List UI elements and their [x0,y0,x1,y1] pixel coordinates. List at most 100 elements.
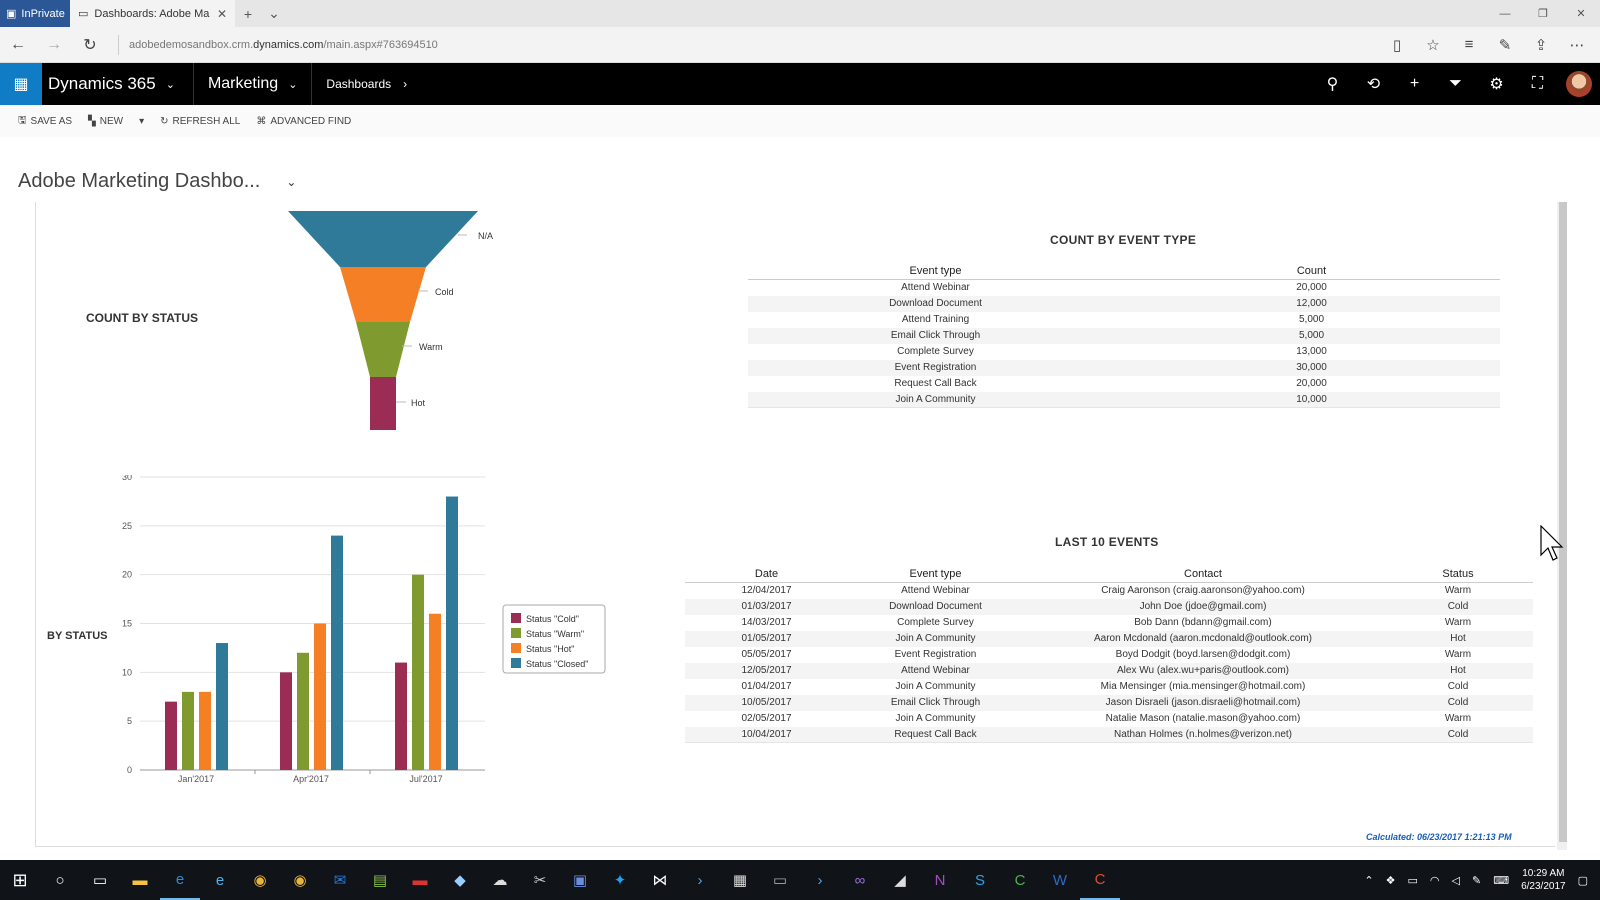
close-tab-icon[interactable]: ✕ [216,6,227,21]
more-icon[interactable]: ⋯ [1569,36,1585,54]
close-window-icon[interactable]: ✕ [1576,8,1586,20]
restore-icon[interactable]: ❐ [1538,8,1548,20]
tray-wifi-icon[interactable]: ◠ [1429,874,1440,887]
y-tick-label: 5 [127,716,132,726]
terminal-icon[interactable]: › [817,871,823,889]
skype-icon[interactable]: S [974,871,985,889]
new-button[interactable]: ▚ NEW [88,116,123,127]
table-row[interactable]: 01/05/2017 Join A Community Aaron Mcdonald… [685,630,1533,647]
web-note-icon[interactable]: ✎ [1498,36,1512,54]
scrollbar-thumb[interactable] [1559,202,1567,842]
favorite-star-icon[interactable]: ☆ [1426,36,1440,54]
col-status[interactable]: Status [1383,566,1533,583]
table-row[interactable]: 14/03/2017 Complete Survey Bob Dann (bdann… [685,615,1533,631]
word-icon[interactable]: W [1052,871,1068,889]
calculator-icon[interactable]: ▦ [732,872,748,889]
windows-start-icon[interactable]: ⊞ [12,869,28,890]
save-as-button[interactable]: 🖫 SAVE AS [18,113,72,130]
app-cloud-icon[interactable]: ☁ [492,872,508,889]
save-as-label: SAVE AS [30,115,73,127]
reading-view-icon[interactable]: ▯ [1392,36,1402,54]
refresh-icon[interactable]: ↻ [83,36,97,54]
twitter-icon[interactable]: ✦ [613,872,627,889]
back-icon[interactable]: ← [10,35,26,53]
create-plus-icon[interactable]: + [1409,75,1420,92]
user-avatar[interactable] [1566,71,1592,97]
camtasia-recorder-icon[interactable]: C [1080,860,1120,900]
tray-keyboard-icon[interactable]: ⌨ [1493,874,1510,887]
minimize-icon[interactable]: — [1499,7,1511,20]
table-row[interactable]: Attend Training 5,000 [748,312,1500,328]
table-row[interactable]: 01/03/2017 Download Document John Doe (jdo… [685,598,1533,615]
help-icon[interactable]: ⛶ [1531,75,1544,92]
tray-dropbox-icon[interactable]: ❖ [1385,874,1396,887]
file-explorer-icon[interactable]: ▬ [132,871,148,889]
table-row[interactable]: 02/05/2017 Join A Community Natalie Mason … [685,711,1533,727]
app-switcher[interactable]: Dynamics 365 ⌄ [42,74,185,94]
chart-app-icon[interactable]: ◢ [894,872,906,889]
notepad-icon[interactable]: ▤ [372,872,388,889]
camtasia-icon[interactable]: C [1014,871,1026,889]
forward-icon[interactable]: → [46,35,62,53]
tab-list-chevron-icon[interactable]: ⌄ [268,5,280,21]
col-event-type[interactable]: Event type [848,566,1023,583]
chrome-canary-icon[interactable]: ◉ [293,872,307,889]
new-dropdown-chevron-icon[interactable]: ▾ [139,115,145,127]
cortana-search-icon[interactable]: ○ [55,871,65,889]
col-contact[interactable]: Contact [1023,566,1383,583]
powershell-icon[interactable]: › [697,871,703,889]
hub-icon[interactable]: ≡ [1464,35,1474,53]
dashboard-selector[interactable]: Adobe Marketing Dashbo... ⌄ [18,170,296,193]
visual-studio-icon[interactable]: ∞ [854,871,866,889]
table-row[interactable]: Email Click Through 5,000 [748,327,1500,344]
system-clock[interactable]: 10:29 AM 6/23/2017 [1521,867,1566,893]
table-row[interactable]: Complete Survey 13,000 [748,344,1500,360]
table-row[interactable]: Join A Community 10,000 [748,391,1500,408]
chrome-icon[interactable]: ◉ [253,872,267,889]
share-icon[interactable]: ⇪ [1534,36,1548,54]
app-blue-icon[interactable]: ◆ [454,872,466,889]
table-row[interactable]: 10/05/2017 Email Click Through Jason Disra… [685,694,1533,711]
col-date[interactable]: Date [685,566,848,583]
app-red-icon[interactable]: ▬ [412,871,428,889]
col-count[interactable]: Count [1123,263,1500,280]
breadcrumb[interactable]: Dashboards › [320,77,407,91]
area-switcher[interactable]: Marketing ⌄ [202,75,303,93]
table-row[interactable]: 01/04/2017 Join A Community Mia Mensinger … [685,679,1533,695]
table-row[interactable]: 12/05/2017 Attend Webinar Alex Wu (alex.wu… [685,662,1533,679]
table-row[interactable]: Event Registration 30,000 [748,359,1500,376]
action-center-icon[interactable]: ▢ [1577,874,1588,887]
url-field[interactable]: adobedemosandbox.crm.dynamics.com/main.a… [118,34,1318,55]
tray-pen-icon[interactable]: ✎ [1471,874,1482,887]
visual-studio-code-icon[interactable]: ⋈ [652,872,668,889]
advanced-find-button[interactable]: ⌘ ADVANCED FIND [256,116,351,127]
tray-chevron-up-icon[interactable]: ⌃ [1364,874,1374,887]
internet-explorer-icon[interactable]: e [215,871,225,889]
snipping-tool-icon[interactable]: ✂ [533,872,547,889]
onenote-icon[interactable]: N [934,871,946,889]
tray-volume-icon[interactable]: ◁ [1451,874,1460,887]
tray-battery-icon[interactable]: ▭ [1407,874,1418,887]
app-launcher-icon[interactable]: ▦ [0,63,42,105]
count-by-event-type-title: COUNT BY EVENT TYPE [1050,233,1197,247]
task-view-icon[interactable]: ▭ [92,872,108,889]
edge-browser-icon[interactable]: e [160,860,200,900]
table-row[interactable]: Request Call Back 20,000 [748,376,1500,392]
search-icon[interactable]: ⚲ [1326,76,1339,93]
advanced-find-filter-icon[interactable]: ⏷ [1449,75,1462,92]
table-row[interactable]: 05/05/2017 Event Registration Boyd Dodgit … [685,647,1533,663]
app-gray-icon[interactable]: ▭ [772,872,788,889]
network-app-icon[interactable]: ▣ [572,872,588,889]
outlook-icon[interactable]: ✉ [333,872,347,889]
table-row[interactable]: Download Document 12,000 [748,295,1500,312]
refresh-all-button[interactable]: ↻ REFRESH ALL [160,116,240,127]
table-row[interactable]: 12/04/2017 Attend Webinar Craig Aaronson (… [685,583,1533,599]
table-row[interactable]: 10/04/2017 Request Call Back Nathan Holmes… [685,726,1533,743]
table-row[interactable]: Attend Webinar 20,000 [748,280,1500,296]
col-event-type[interactable]: Event type [748,263,1123,280]
settings-gear-icon[interactable]: ⚙ [1489,76,1504,93]
browser-tab[interactable]: ▭ Dashboards: Adobe Ma ✕ [70,0,235,27]
legend-label: Status "Warm" [526,629,584,639]
new-tab-icon[interactable]: + [243,5,253,22]
history-icon[interactable]: ⟲ [1366,76,1381,93]
